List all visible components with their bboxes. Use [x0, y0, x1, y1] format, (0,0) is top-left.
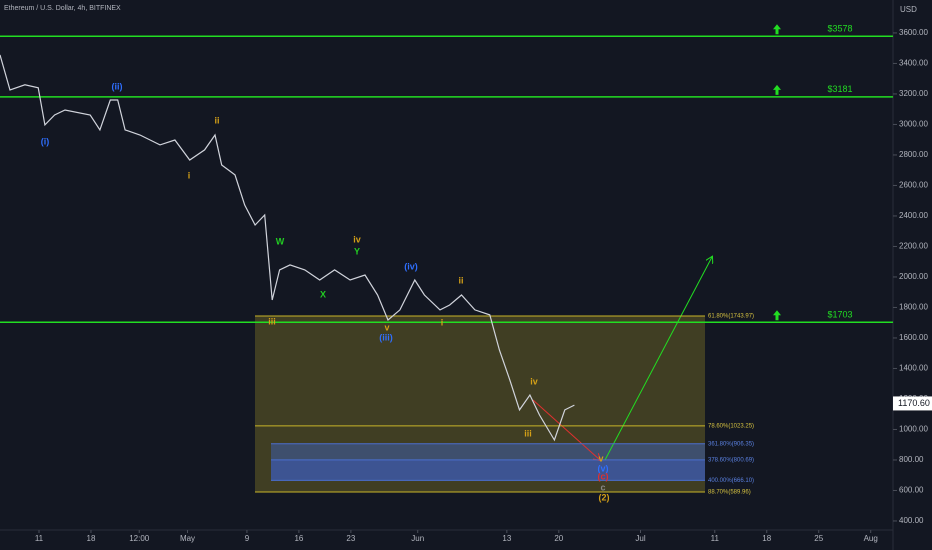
- y-tick-label: 1000.00: [899, 425, 928, 434]
- wave-label: i: [188, 170, 191, 180]
- wave-label: Y: [354, 246, 360, 256]
- y-tick-label: 600.00: [899, 486, 924, 495]
- x-tick-label: 18: [762, 534, 771, 543]
- wave-label: v: [384, 322, 389, 332]
- x-tick-label: 16: [294, 534, 303, 543]
- x-tick-label: 25: [814, 534, 823, 543]
- y-tick-label: 2800.00: [899, 150, 928, 159]
- x-tick-label: 20: [554, 534, 563, 543]
- y-tick-label: 3400.00: [899, 59, 928, 68]
- x-tick-label: 9: [245, 534, 250, 543]
- wave-label: X: [320, 289, 326, 299]
- extension-zone: [271, 459, 705, 481]
- x-tick-label: Jun: [411, 534, 424, 543]
- wave-label: ii: [458, 275, 463, 285]
- y-tick-label: 2000.00: [899, 272, 928, 281]
- wave-label: c: [600, 482, 605, 492]
- wave-label: (v): [598, 463, 609, 473]
- x-tick-label: 11: [35, 534, 44, 543]
- wave-label: iv: [530, 376, 538, 386]
- price-line: [0, 54, 575, 442]
- y-tick-label: 400.00: [899, 516, 924, 525]
- y-tick-label: 2200.00: [899, 242, 928, 251]
- wave-label: (c): [598, 471, 609, 481]
- x-tick-label: Jul: [635, 534, 645, 543]
- up-arrow-icon: [773, 310, 781, 321]
- y-tick-label: 800.00: [899, 455, 924, 464]
- y-tick-label: 1600.00: [899, 333, 928, 342]
- wave-label: (iii): [379, 332, 393, 342]
- up-arrow-icon: [773, 84, 781, 95]
- y-tick-label: 1800.00: [899, 303, 928, 312]
- x-tick-label: 13: [502, 534, 511, 543]
- fib-label: 61.80%(1743.97): [708, 314, 754, 320]
- y-tick-label: 2400.00: [899, 211, 928, 220]
- wave-label: (2): [599, 492, 610, 502]
- wave-label: iv: [353, 234, 361, 244]
- wave-label: W: [276, 236, 285, 246]
- projection-arrow: [532, 399, 600, 460]
- chart-title: Ethereum / U.S. Dollar, 4h, BITFINEX: [4, 5, 121, 12]
- level-label: $3181: [827, 84, 852, 94]
- y-tick-label: 3000.00: [899, 120, 928, 129]
- level-label: $1703: [827, 310, 852, 320]
- extension-zone: [271, 443, 705, 460]
- x-tick-label: May: [180, 534, 195, 543]
- wave-label: v: [598, 453, 603, 463]
- x-tick-label: Aug: [864, 534, 878, 543]
- x-tick-label: 11: [711, 534, 720, 543]
- up-arrow-icon: [773, 24, 781, 35]
- y-tick-label: 3600.00: [899, 28, 928, 37]
- fib-label: 88.70%(589.96): [708, 490, 751, 496]
- last-price-label: 1170.60: [898, 398, 930, 408]
- fib-label: 378.60%(800.69): [708, 457, 754, 463]
- wave-label: (ii): [112, 81, 123, 91]
- y-tick-label: 3200.00: [899, 89, 928, 98]
- x-tick-label: 18: [87, 534, 96, 543]
- wave-label: (iv): [404, 261, 418, 271]
- wave-label: i: [441, 317, 444, 327]
- y-tick-label: 1400.00: [899, 364, 928, 373]
- wave-label: iii: [268, 316, 276, 326]
- fib-label: 400.00%(666.10): [708, 478, 754, 484]
- level-label: $3578: [827, 24, 852, 34]
- wave-label: ii: [214, 115, 219, 125]
- x-tick-label: 12:00: [129, 534, 150, 543]
- wave-label: (i): [41, 136, 50, 146]
- fib-label: 78.60%(1023.25): [708, 423, 754, 429]
- y-tick-label: 2600.00: [899, 181, 928, 190]
- fib-label: 361.80%(906.35): [708, 441, 754, 447]
- axis-unit: USD: [900, 5, 917, 14]
- wave-label: iii: [524, 428, 532, 438]
- x-tick-label: 23: [346, 534, 355, 543]
- last-price-box: [893, 396, 932, 411]
